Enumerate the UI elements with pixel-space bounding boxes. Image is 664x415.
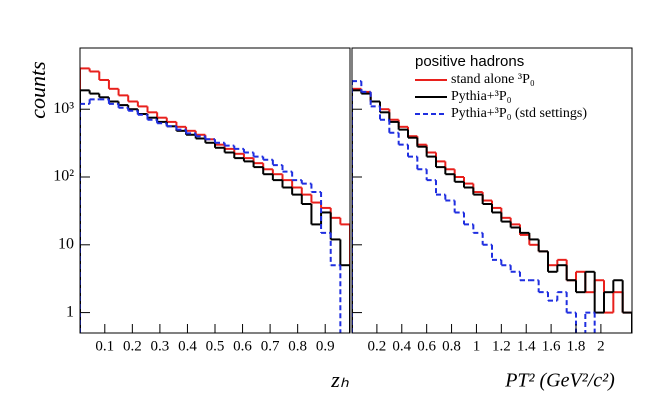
y-axis-label: counts <box>25 61 50 118</box>
x-tick-label: 0.2 <box>123 338 142 354</box>
x-axis-label: PT² (GeV²/c²) <box>504 370 615 392</box>
x-axis-label: zₕ <box>330 367 349 392</box>
legend-label: Pythia+³P₀ (std settings) <box>451 106 587 121</box>
x-tick-label: 0.1 <box>95 338 114 354</box>
x-tick-label: 0.8 <box>288 338 307 354</box>
x-tick-label: 0.4 <box>178 338 197 354</box>
x-tick-label: 0.6 <box>233 338 252 354</box>
x-tick-label: 0.3 <box>151 338 170 354</box>
x-tick-label: 0.9 <box>316 338 335 354</box>
x-tick-label: 1.8 <box>567 338 586 354</box>
legend-label: stand alone ³P₀ <box>451 72 535 87</box>
y-tick-label: 10² <box>53 168 74 185</box>
axes-frame <box>79 47 351 334</box>
x-tick-label: 0.5 <box>206 338 225 354</box>
x-tick-label: 1 <box>473 338 481 354</box>
plot-area <box>352 80 632 333</box>
x-tick-label: 0.6 <box>417 338 436 354</box>
x-tick-label: 0.4 <box>392 338 411 354</box>
axes-frame <box>351 47 633 334</box>
legend-title: positive hadrons <box>415 53 524 70</box>
legend-label: Pythia+³P₀ <box>451 89 512 104</box>
x-tick-label: 0.8 <box>442 338 461 354</box>
y-tick-label: 1 <box>66 303 74 320</box>
x-tick-label: 1.6 <box>542 338 561 354</box>
x-tick-label: 2 <box>597 338 605 354</box>
x-tick-label: 0.7 <box>261 338 280 354</box>
plot-area <box>80 67 350 333</box>
y-tick-label: 10 <box>58 235 74 252</box>
x-tick-label: 1.4 <box>517 338 536 354</box>
x-tick-label: 0.2 <box>368 338 387 354</box>
x-tick-label: 1.2 <box>492 338 511 354</box>
y-tick-label: 10³ <box>53 100 74 117</box>
